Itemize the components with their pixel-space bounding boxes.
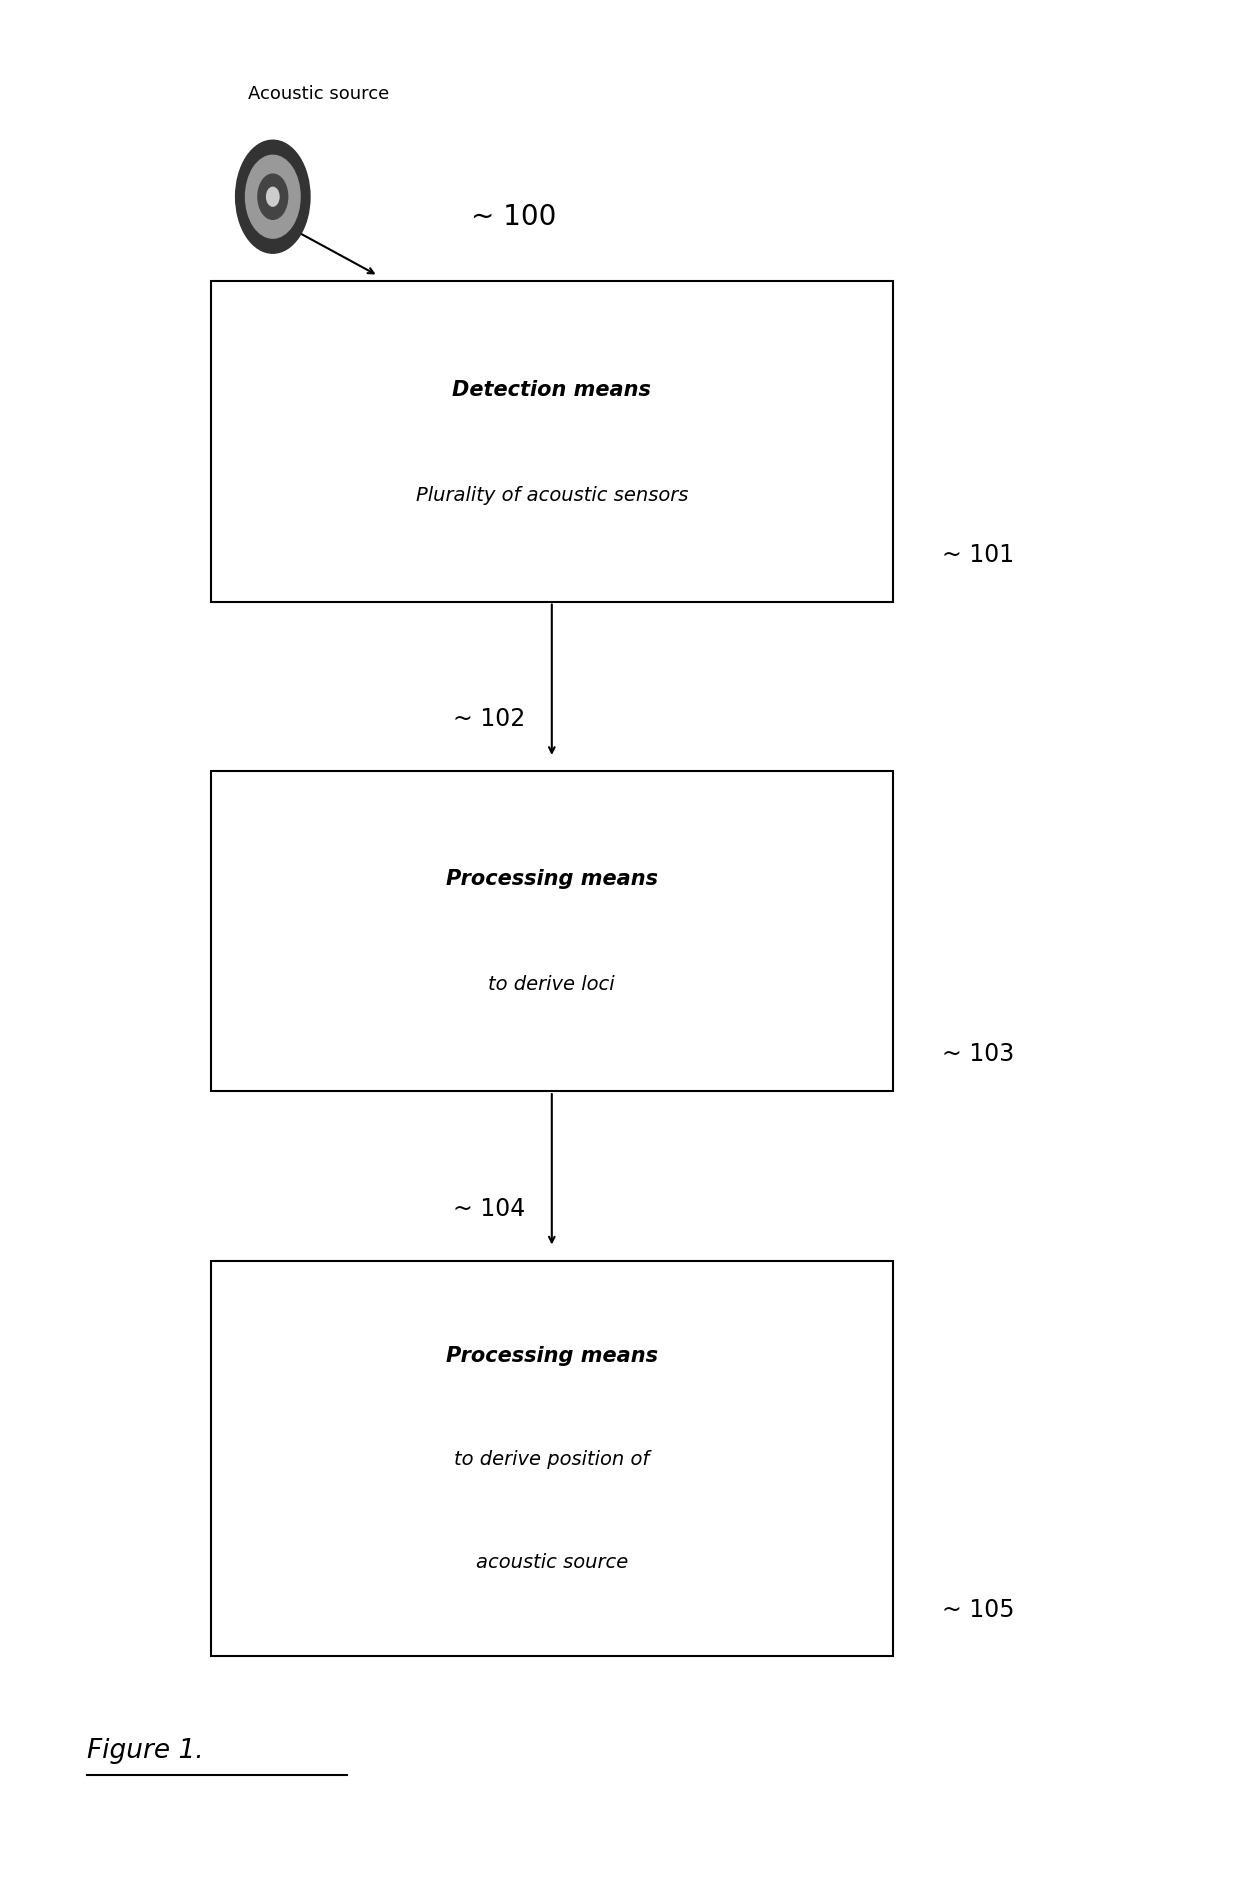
Text: ~ 101: ~ 101 bbox=[942, 544, 1014, 566]
Text: ~ 100: ~ 100 bbox=[471, 203, 557, 230]
Text: Plurality of acoustic sensors: Plurality of acoustic sensors bbox=[415, 486, 688, 504]
FancyBboxPatch shape bbox=[211, 772, 893, 1092]
Text: Processing means: Processing means bbox=[446, 1346, 657, 1364]
Text: to derive loci: to derive loci bbox=[489, 975, 615, 994]
FancyBboxPatch shape bbox=[211, 1261, 893, 1656]
Text: ~ 104: ~ 104 bbox=[453, 1197, 525, 1220]
Text: ~ 102: ~ 102 bbox=[453, 708, 525, 730]
Text: Processing means: Processing means bbox=[446, 869, 657, 888]
Text: ~ 103: ~ 103 bbox=[942, 1043, 1014, 1065]
Text: ~ 105: ~ 105 bbox=[942, 1598, 1014, 1620]
Text: acoustic source: acoustic source bbox=[476, 1553, 627, 1571]
Circle shape bbox=[236, 141, 310, 254]
Circle shape bbox=[267, 188, 279, 207]
Text: Figure 1.: Figure 1. bbox=[87, 1737, 203, 1763]
Text: Acoustic source: Acoustic source bbox=[248, 85, 389, 104]
FancyBboxPatch shape bbox=[211, 282, 893, 602]
Circle shape bbox=[258, 175, 288, 220]
Circle shape bbox=[246, 156, 300, 239]
Text: Detection means: Detection means bbox=[453, 380, 651, 399]
Text: to derive position of: to derive position of bbox=[454, 1449, 650, 1468]
